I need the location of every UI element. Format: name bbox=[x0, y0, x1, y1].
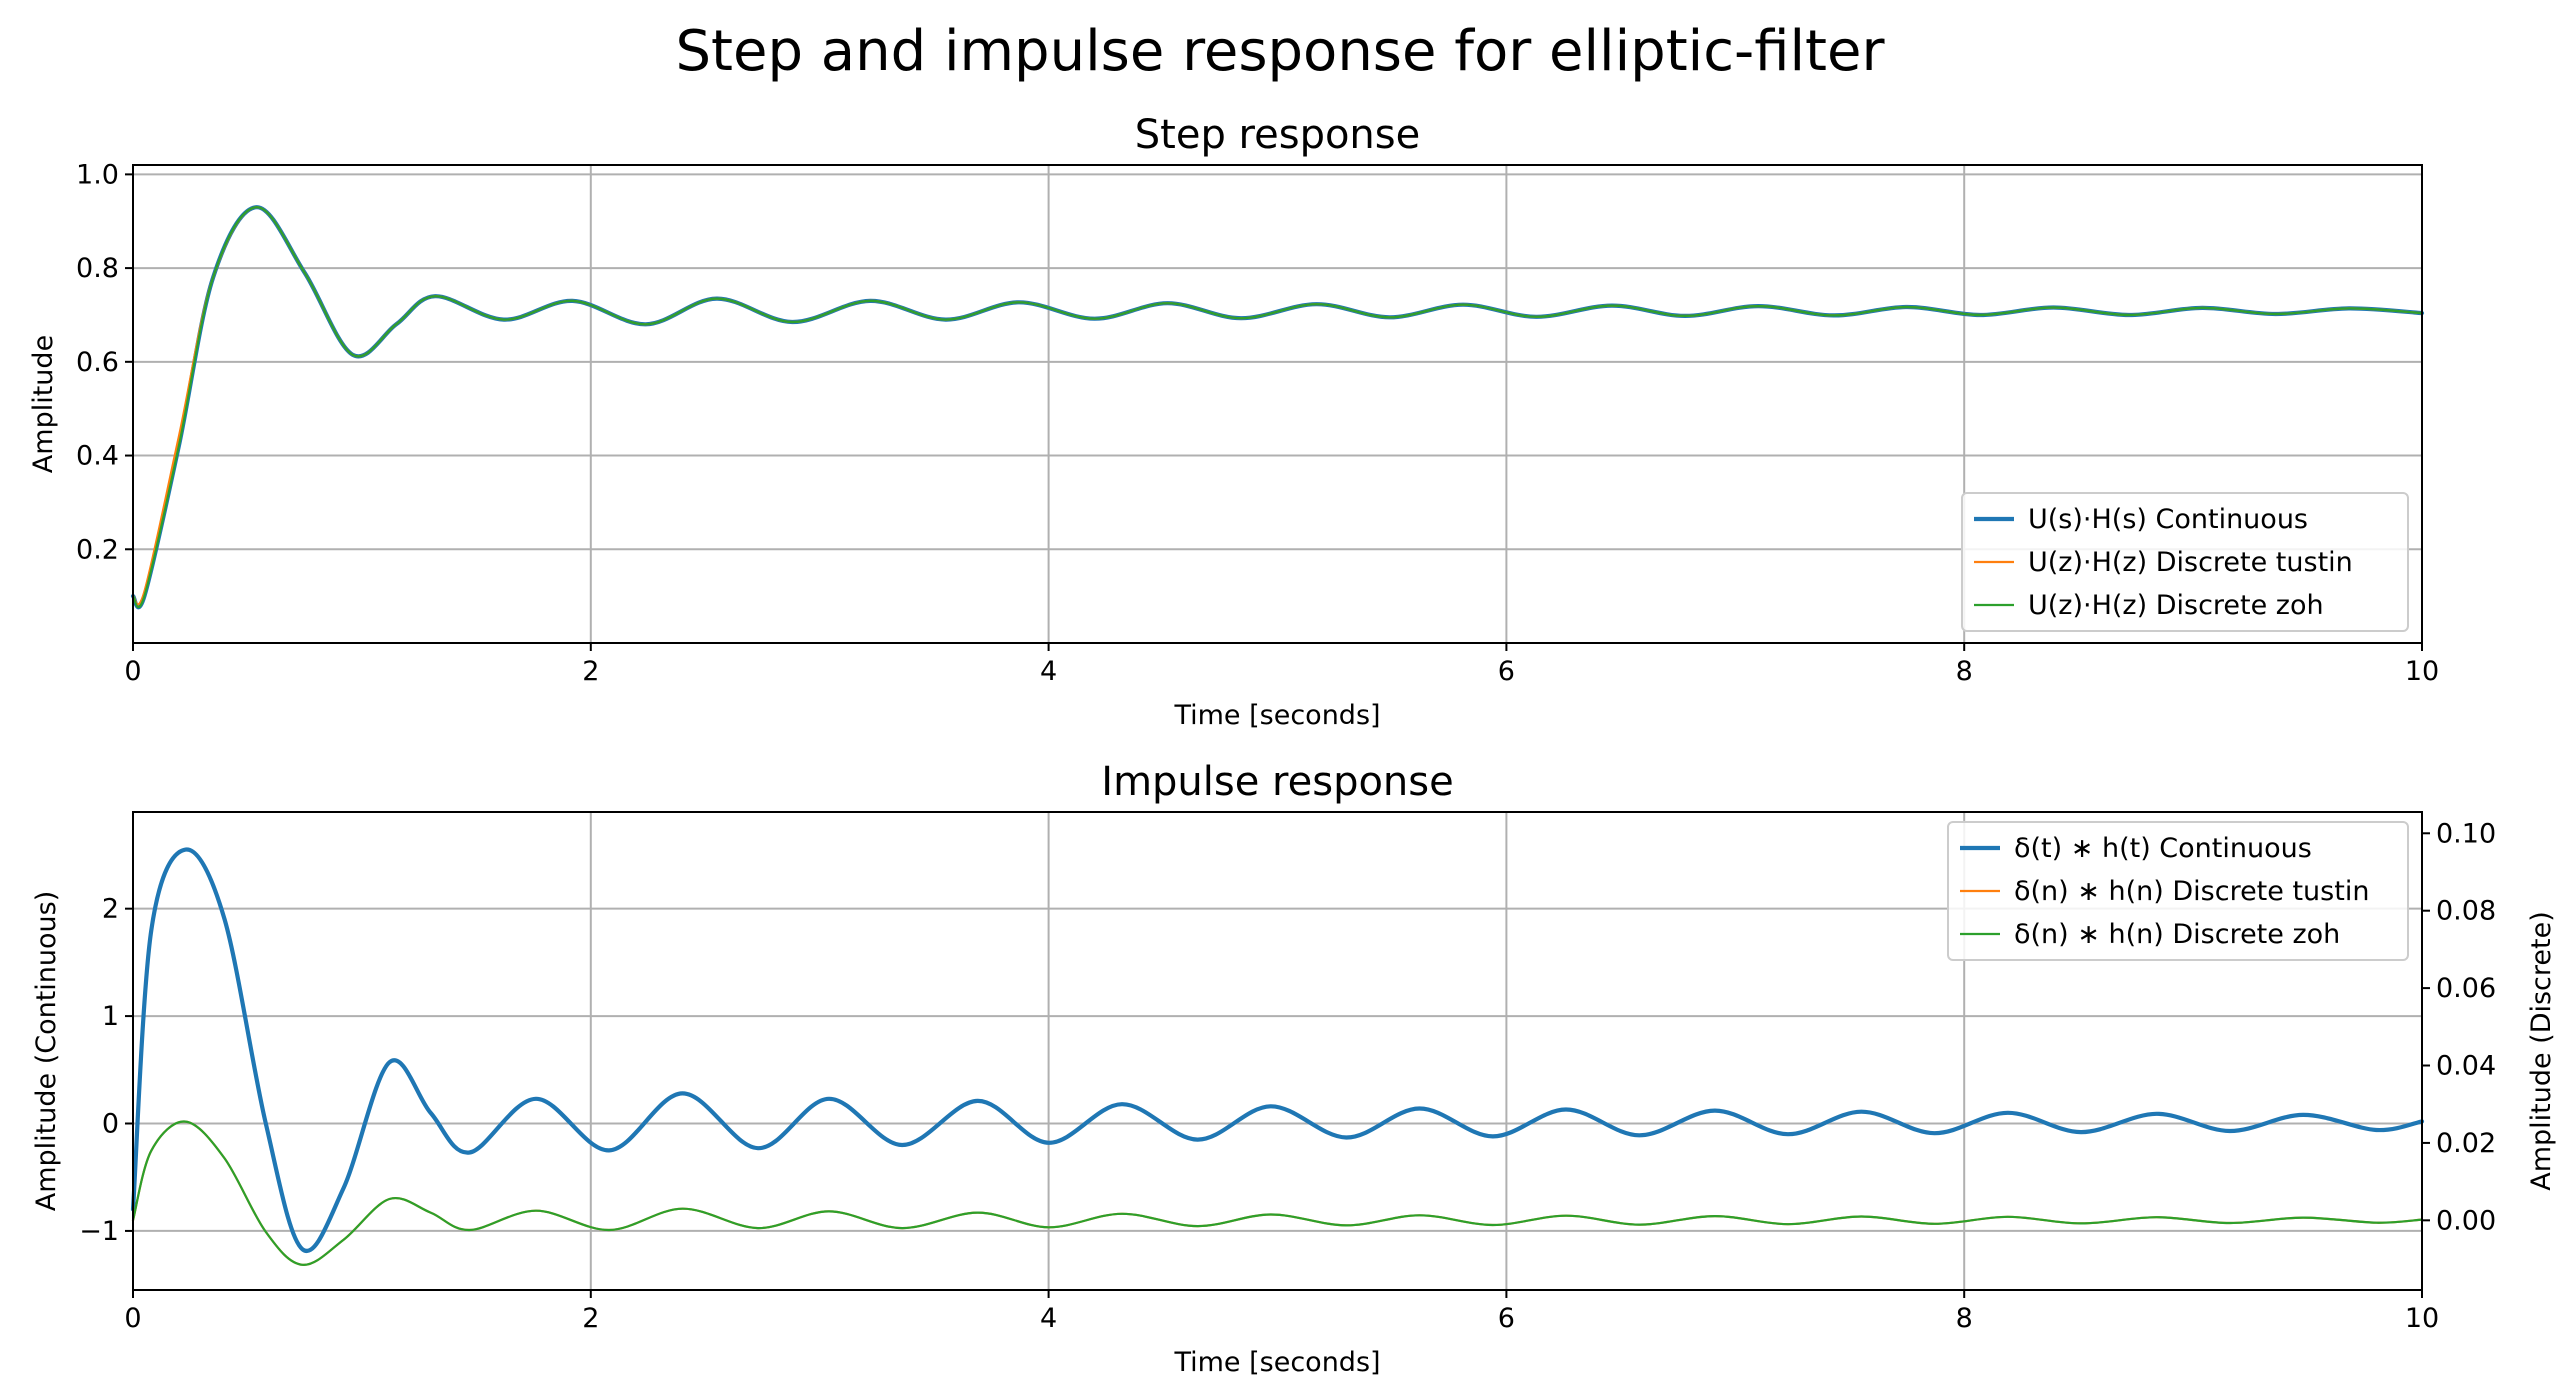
legend-box bbox=[1947, 821, 2409, 961]
y-right-tick-label: 0.02 bbox=[2436, 1128, 2496, 1159]
x-tick-label: 4 bbox=[1040, 656, 1057, 687]
x-tick-label: 10 bbox=[2405, 656, 2439, 687]
x-tick-label: 2 bbox=[582, 1303, 599, 1334]
x-axis-label: Time [seconds] bbox=[1173, 1347, 1380, 1378]
y-tick-label: 0.8 bbox=[76, 253, 119, 284]
legend-label: U(s)·H(s) Continuous bbox=[2028, 504, 2308, 535]
x-tick-label: 0 bbox=[124, 656, 141, 687]
y-right-tick-label: 0.06 bbox=[2436, 973, 2496, 1004]
legend-label: U(z)·H(z) Discrete zoh bbox=[2028, 590, 2324, 621]
y-tick-label: 1.0 bbox=[76, 159, 119, 190]
y-tick-label: −1 bbox=[79, 1216, 119, 1247]
y-right-axis-label: Amplitude (Discrete) bbox=[2526, 911, 2557, 1191]
impulse-response-axes: 0 2 4 6 8 10 −1 0 1 2 0.00 0.02 0.04 0.06 0.08 0.10 Impu… bbox=[31, 759, 2557, 1378]
axes-title: Impulse response bbox=[1101, 759, 1453, 805]
series-line-1 bbox=[130, 847, 2425, 1254]
x-tick-label: 4 bbox=[1040, 1303, 1057, 1334]
legend-box bbox=[1961, 492, 2409, 632]
series-line-2 bbox=[131, 1120, 2424, 1266]
x-axis-label: Time [seconds] bbox=[1173, 700, 1380, 731]
legend-label: U(z)·H(z) Discrete tustin bbox=[2028, 547, 2353, 578]
series-line-3 bbox=[131, 1120, 2424, 1266]
step-response-axes: 0 2 4 6 8 10 0.2 0.4 0.6 0.8 1.0 Step response Time … bbox=[28, 112, 2439, 731]
axes-title: Step response bbox=[1135, 112, 1420, 158]
x-tick-label: 2 bbox=[582, 656, 599, 687]
legend: U(s)·H(s) Continuous U(z)·H(z) Discrete t… bbox=[1961, 492, 2409, 632]
y-right-tick-label: 0.04 bbox=[2436, 1051, 2496, 1082]
x-tick-label: 8 bbox=[1956, 1303, 1973, 1334]
x-tick-label: 0 bbox=[124, 1303, 141, 1334]
y-tick-label: 0.4 bbox=[76, 441, 119, 472]
legend-label: δ(t) ∗ h(t) Continuous bbox=[2014, 833, 2312, 864]
figure-title: Step and impulse response for elliptic-f… bbox=[675, 19, 1885, 84]
plot-frame bbox=[132, 164, 2423, 644]
x-tick-label: 6 bbox=[1498, 656, 1515, 687]
x-tick-label: 6 bbox=[1498, 1303, 1515, 1334]
plot-frame bbox=[132, 811, 2423, 1291]
y-tick-label: 0 bbox=[102, 1109, 119, 1140]
y-tick-label: 1 bbox=[102, 1001, 119, 1032]
series-line-3 bbox=[131, 206, 2424, 609]
legend-label: δ(n) ∗ h(n) Discrete zoh bbox=[2014, 919, 2340, 950]
y-axis-label: Amplitude (Continuous) bbox=[31, 891, 62, 1212]
y-right-tick-label: 0.10 bbox=[2436, 818, 2496, 849]
x-tick-label: 10 bbox=[2405, 1303, 2439, 1334]
y-right-tick-label: 0.08 bbox=[2436, 896, 2496, 927]
y-tick-label: 0.6 bbox=[76, 347, 119, 378]
y-right-tick-label: 0.00 bbox=[2436, 1205, 2496, 1236]
y-axis-label: Amplitude bbox=[28, 335, 59, 473]
legend: δ(t) ∗ h(t) Continuous δ(n) ∗ h(n) Discre… bbox=[1947, 821, 2409, 961]
y-tick-label: 2 bbox=[102, 894, 119, 925]
y-tick-label: 0.2 bbox=[76, 534, 119, 565]
x-tick-label: 8 bbox=[1956, 656, 1973, 687]
legend-label: δ(n) ∗ h(n) Discrete tustin bbox=[2014, 876, 2369, 907]
